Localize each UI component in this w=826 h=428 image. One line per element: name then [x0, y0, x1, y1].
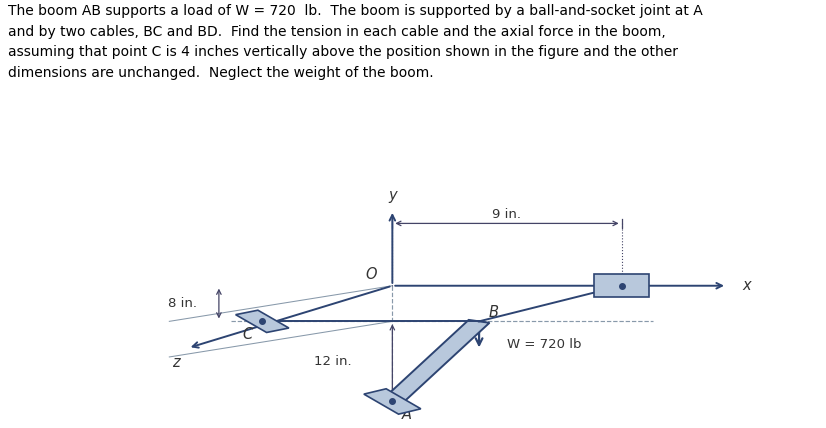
- Text: x: x: [743, 278, 751, 293]
- Text: D: D: [637, 275, 648, 290]
- Text: 8 in.: 8 in.: [169, 297, 197, 310]
- Polygon shape: [363, 389, 421, 414]
- Text: B: B: [488, 305, 498, 320]
- Text: 9 in.: 9 in.: [492, 208, 521, 221]
- Text: y: y: [388, 188, 396, 203]
- Text: The boom AB supports a load of W = 720  lb.  The boom is supported by a ball-and: The boom AB supports a load of W = 720 l…: [8, 4, 703, 80]
- Text: A: A: [401, 407, 411, 422]
- Polygon shape: [235, 310, 289, 333]
- Text: z: z: [172, 355, 179, 370]
- Polygon shape: [382, 320, 490, 403]
- Polygon shape: [594, 274, 649, 297]
- Text: O: O: [365, 268, 377, 282]
- Text: C: C: [243, 327, 253, 342]
- Text: W = 720 lb: W = 720 lb: [507, 338, 582, 351]
- Text: 12 in.: 12 in.: [315, 355, 352, 368]
